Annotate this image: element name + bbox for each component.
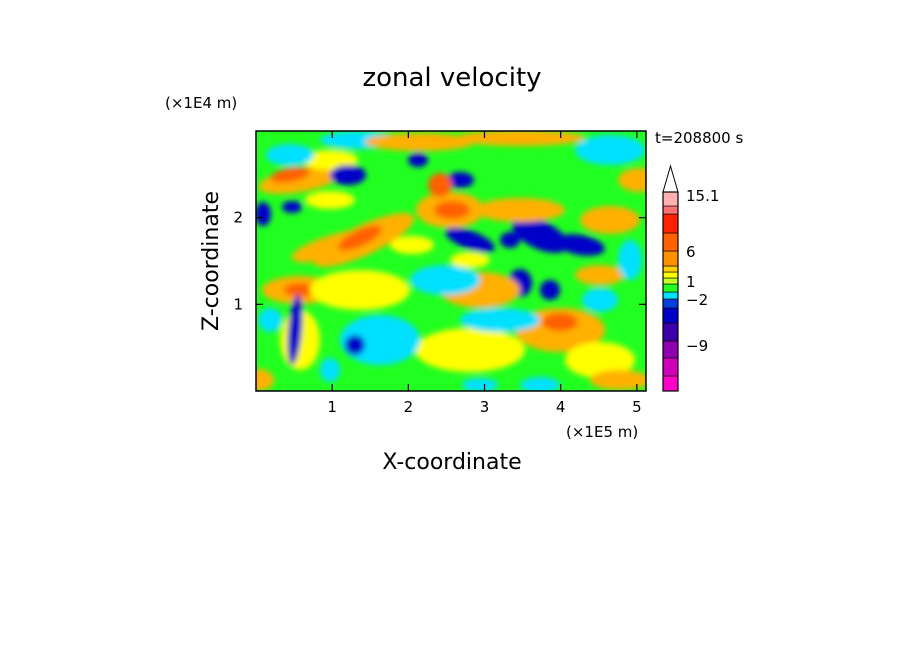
chart-title: zonal velocity xyxy=(362,63,541,93)
y-axis: 12 xyxy=(233,209,646,313)
contour-blob xyxy=(330,165,366,185)
contour-blob xyxy=(390,236,434,254)
y-axis-label: Z-coordinate xyxy=(199,191,224,331)
colorbar-swatch xyxy=(662,271,679,279)
contour-blob xyxy=(320,358,340,382)
contour-blobs xyxy=(256,131,646,391)
x-tick-label: 1 xyxy=(327,398,337,416)
colorbar-swatch xyxy=(662,322,679,342)
contour-blob xyxy=(446,172,474,188)
contour-blob xyxy=(450,252,490,268)
colorbar-label: 6 xyxy=(686,243,696,261)
contour-blob xyxy=(542,313,578,331)
colorbar-label: −9 xyxy=(686,337,708,355)
colorbar-swatch xyxy=(662,205,679,215)
contour-blob xyxy=(284,283,316,297)
x-tick-label: 4 xyxy=(556,398,566,416)
contour-blob xyxy=(460,308,540,332)
contour-blob xyxy=(305,191,355,209)
colorbar-swatch xyxy=(662,283,679,293)
contour-blob xyxy=(282,201,302,213)
colorbar-swatch xyxy=(662,213,679,234)
contour-blob xyxy=(512,217,568,253)
colorbar-swatch xyxy=(662,250,679,267)
contour-blob xyxy=(582,288,618,312)
contour-blob xyxy=(337,225,383,251)
contour-blob xyxy=(500,232,520,248)
contour-blob xyxy=(618,240,642,280)
contour-blob xyxy=(310,270,410,310)
x-axis: 1 2 3 4 5 xyxy=(327,131,642,416)
contour-blob xyxy=(345,335,365,355)
contour-blob xyxy=(256,202,271,226)
contour-blob xyxy=(434,201,470,219)
contour-blob xyxy=(580,206,640,234)
y-tick-label: 2 xyxy=(233,209,243,227)
colorbar-swatch xyxy=(662,307,679,324)
y-unit-label: (×1E4 m) xyxy=(165,94,237,112)
colorbar-swatch xyxy=(662,357,679,377)
velocity-field xyxy=(256,131,646,391)
contour-blob xyxy=(575,265,625,285)
contour-blob xyxy=(475,198,565,222)
colorbar-label: −2 xyxy=(686,291,708,309)
x-unit-label: (×1E5 m) xyxy=(566,423,638,441)
contour-blob xyxy=(445,227,495,253)
x-tick-label: 3 xyxy=(480,398,490,416)
contour-blob xyxy=(270,167,310,183)
colorbar-extension-arrow xyxy=(662,164,679,193)
contour-blob xyxy=(455,131,585,146)
contour-blob xyxy=(408,153,428,167)
y-tick-label: 1 xyxy=(233,295,243,313)
contour-blob xyxy=(428,173,452,197)
contour-blob xyxy=(590,370,646,390)
x-axis-label: X-coordinate xyxy=(382,450,521,475)
colorbar-swatch xyxy=(662,232,679,252)
colorbar-label: 1 xyxy=(686,273,696,291)
colorbar-swatch xyxy=(662,265,679,273)
x-tick-label: 2 xyxy=(404,398,414,416)
colorbar: 15.1 6 1−2 −9 xyxy=(662,164,719,392)
colorbar-frame xyxy=(662,191,679,392)
contour-blob xyxy=(415,328,525,372)
colorbar-swatch xyxy=(662,291,679,300)
colorbar-swatch xyxy=(662,191,679,207)
x-tick-label: 5 xyxy=(632,398,642,416)
colorbar-swatch xyxy=(662,277,679,285)
colorbar-swatch xyxy=(662,298,679,309)
contour-blob xyxy=(555,234,605,256)
contour-blob xyxy=(365,133,475,151)
contour-blob xyxy=(575,135,645,165)
contour-blob xyxy=(618,168,646,192)
contour-blob xyxy=(520,377,560,391)
contour-blob xyxy=(256,369,274,391)
plot-frame xyxy=(255,130,647,392)
contour-blob xyxy=(565,342,635,378)
colorbar-label: 15.1 xyxy=(686,187,719,205)
contour-blob xyxy=(302,150,358,170)
contour-blob xyxy=(540,280,560,300)
contour-blob xyxy=(287,295,303,365)
contour-blob xyxy=(462,378,498,391)
contour-blob xyxy=(266,144,314,166)
colorbar-swatch xyxy=(662,340,679,359)
contour-blob xyxy=(258,308,282,332)
colorbar-swatch xyxy=(662,375,679,392)
contour-blob xyxy=(410,265,480,295)
time-label: t=208800 s xyxy=(655,129,743,147)
